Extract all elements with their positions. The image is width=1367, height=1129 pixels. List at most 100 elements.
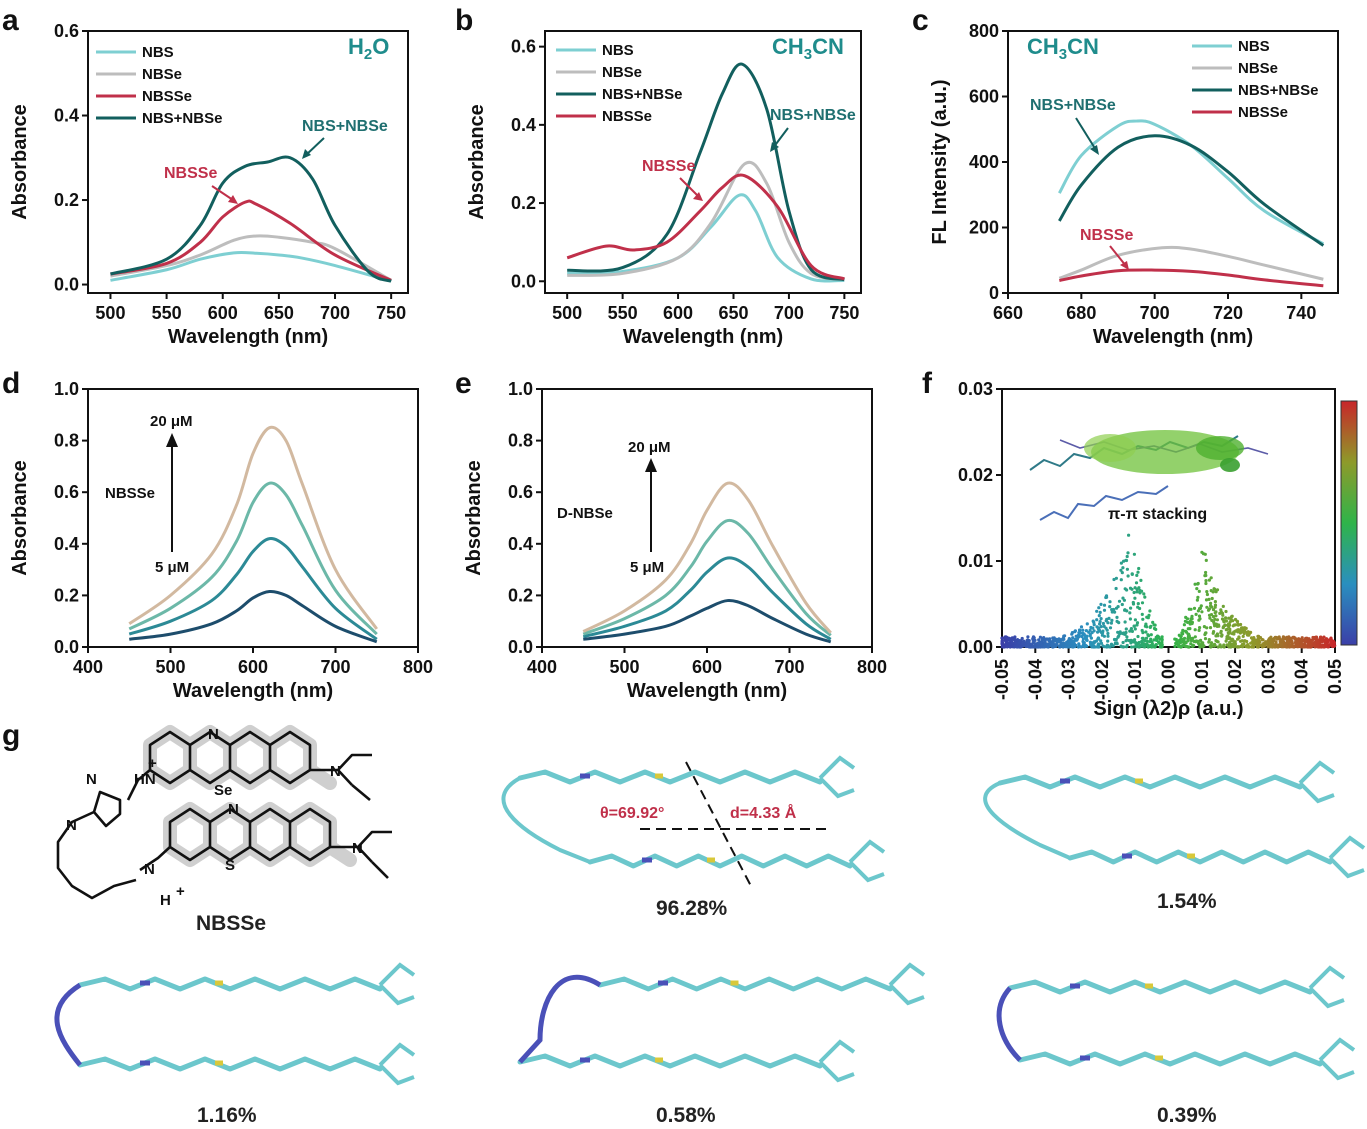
scatter-point xyxy=(1183,636,1187,640)
x-axis-label-c: Wavelength (nm) xyxy=(1093,326,1253,348)
scatter-point xyxy=(1097,614,1101,618)
scatter-point xyxy=(1304,637,1308,641)
scatter-point xyxy=(1211,608,1216,612)
scatter-point xyxy=(1190,614,1194,619)
scatter-point xyxy=(1085,644,1089,648)
scatter-point xyxy=(1033,642,1037,646)
legend-label-c-3: NBSSe xyxy=(1238,104,1288,121)
annotation-mix-a: NBS+NBSe xyxy=(302,118,388,135)
svg-text:Se: Se xyxy=(214,782,232,799)
svg-text:N: N xyxy=(208,726,219,743)
scatter-point xyxy=(1134,581,1139,585)
scatter-point xyxy=(1196,609,1200,613)
molecule-layer xyxy=(997,760,1336,804)
scatter-point xyxy=(1145,639,1149,644)
scatter-point xyxy=(1220,633,1224,637)
scatter-point xyxy=(1019,639,1023,643)
scatter-point xyxy=(1003,638,1007,643)
annotation-mix-c: NBS+NBSe xyxy=(1030,97,1116,114)
y-tick-label-e-4: 0.8 xyxy=(508,431,533,451)
scatter-point xyxy=(1116,635,1120,639)
scatter-point xyxy=(1183,619,1187,623)
scatter-point xyxy=(1031,637,1035,642)
scatter-point xyxy=(1144,636,1149,640)
scatter-point xyxy=(1195,587,1199,591)
series-line-c-2 xyxy=(1058,134,1325,247)
y-tick-label-e-1: 0.2 xyxy=(508,585,533,605)
molecule-layer xyxy=(597,962,926,1006)
linker xyxy=(983,781,1071,860)
x-tick-label-d-0: 400 xyxy=(73,657,103,677)
scatter-point xyxy=(1209,601,1213,605)
scatter-point xyxy=(1200,610,1204,614)
y-tick-label-b-3: 0.6 xyxy=(511,37,536,57)
scatter-point xyxy=(1104,626,1108,630)
scatter-point xyxy=(1228,627,1232,631)
scatter-point xyxy=(1112,607,1116,612)
scatter-point xyxy=(1115,619,1119,624)
x-tick-label-f-9: 0.04 xyxy=(1292,659,1312,694)
scatter-point xyxy=(1120,602,1124,607)
scatter-point xyxy=(1213,600,1217,604)
linker xyxy=(518,974,602,1064)
series-line-a-2 xyxy=(110,199,392,282)
scatter-point xyxy=(1036,645,1040,649)
scatter-point xyxy=(1142,592,1146,596)
scatter-point xyxy=(1221,613,1225,617)
svg-text:S: S xyxy=(225,857,235,874)
scatter-point xyxy=(1188,636,1192,640)
legend-label-a-2: NBSSe xyxy=(142,88,192,105)
scatter-point xyxy=(1301,645,1305,649)
scatter-point xyxy=(1131,600,1135,605)
scatter-point xyxy=(1209,604,1213,608)
scatter-point xyxy=(1209,613,1214,617)
x-tick-label-c-0: 660 xyxy=(993,303,1023,323)
y-tick-label-d-0: 0.0 xyxy=(54,637,79,657)
scatter-point xyxy=(1218,611,1222,616)
panel-label-e: e xyxy=(455,367,472,400)
scatter-point xyxy=(1128,629,1132,633)
y-tick-label-e-0: 0.0 xyxy=(508,637,533,657)
annotation-nbsse-a: NBSSe xyxy=(164,165,217,182)
scatter-point xyxy=(1220,617,1225,621)
scatter-point xyxy=(1128,617,1132,621)
scatter-point xyxy=(1121,640,1125,645)
scatter-point xyxy=(1135,590,1139,594)
arrow-nbsse-b xyxy=(679,177,701,199)
scatter-point xyxy=(1132,645,1136,649)
scatter-point xyxy=(1101,631,1105,635)
y-tick-label-e-3: 0.6 xyxy=(508,482,533,502)
x-tick-label-b-5: 750 xyxy=(829,303,859,323)
scatter-point xyxy=(1130,629,1134,634)
scatter-point xyxy=(1109,621,1113,625)
scatter-point xyxy=(1282,636,1286,640)
scatter-point xyxy=(1123,620,1127,624)
scatter-point xyxy=(1088,628,1092,632)
scatter-point xyxy=(1085,622,1089,626)
scatter-point xyxy=(1193,635,1197,639)
scatter-point xyxy=(1235,620,1240,624)
scatter-point xyxy=(1188,627,1192,631)
scatter-point xyxy=(1013,641,1018,645)
legend-label-c-2: NBS+NBSe xyxy=(1238,82,1318,99)
scatter-point xyxy=(1110,618,1114,623)
solvent-label-b: CH3CN xyxy=(772,34,844,63)
legend-label-a-1: NBSe xyxy=(142,66,182,83)
scatter-point xyxy=(1075,637,1079,641)
scatter-point xyxy=(1326,645,1330,649)
x-tick-label-f-3: -0.02 xyxy=(1092,659,1112,700)
scatter-point xyxy=(1130,572,1134,576)
conc-top-e: 20 μM xyxy=(628,439,671,456)
scatter-point xyxy=(1306,645,1311,649)
scatter-point xyxy=(1140,644,1144,648)
scatter-point xyxy=(1204,570,1208,575)
scatter-point xyxy=(1224,628,1228,632)
scatter-point xyxy=(1207,607,1211,611)
scatter-point xyxy=(1104,594,1109,598)
annotation-nbsse-c: NBSSe xyxy=(1080,227,1133,244)
scatter-point xyxy=(1091,645,1095,649)
scatter-point xyxy=(1125,554,1129,559)
scatter-point xyxy=(1228,640,1232,645)
scatter-point xyxy=(1132,624,1136,628)
x-tick-label-f-4: -0.01 xyxy=(1125,659,1145,700)
